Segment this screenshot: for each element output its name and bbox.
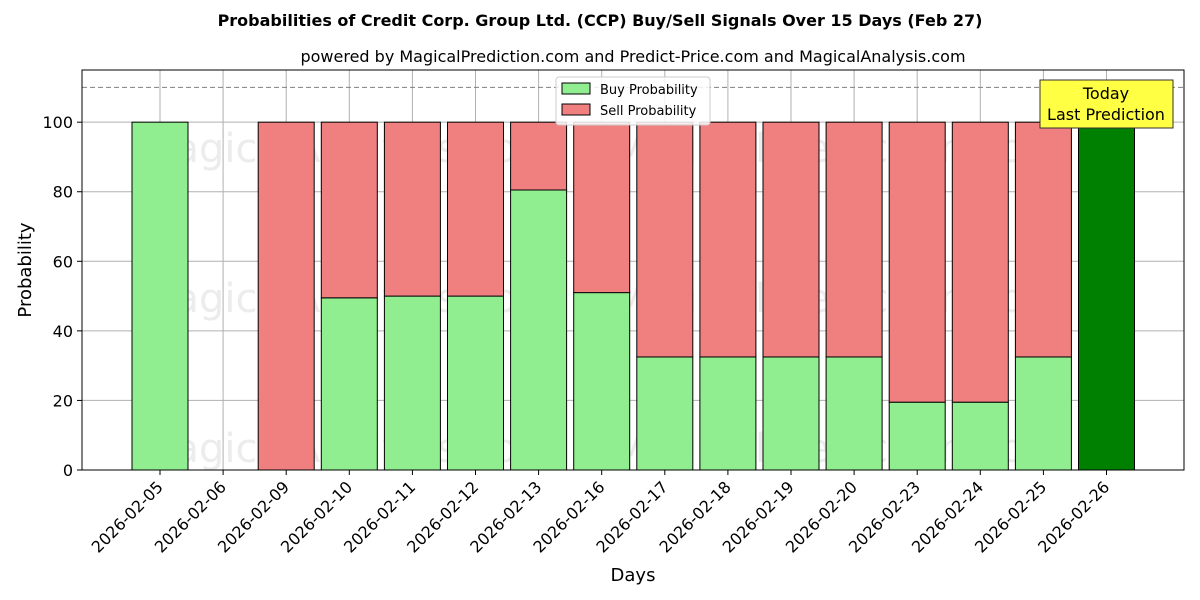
bar-sell [383, 121, 441, 297]
chart-subtitle: powered by MagicalPrediction.com and Pre… [300, 47, 965, 66]
annotation-box [1039, 79, 1174, 129]
bar-buy [573, 292, 631, 471]
y-tick-label: 40 [53, 322, 73, 341]
legend-swatch-buy [561, 82, 591, 95]
annotation-line1: Today [1082, 84, 1129, 103]
y-tick-label: 0 [63, 461, 73, 480]
y-tick-label: 100 [42, 113, 73, 132]
legend-box [555, 76, 711, 126]
bar-buy [825, 356, 883, 471]
bar-sell [510, 121, 568, 191]
bar-sell [257, 121, 315, 471]
bar-sell [699, 121, 757, 358]
bar-buy [320, 297, 378, 471]
bar-sell [636, 121, 694, 358]
legend: Buy Probability Sell Probability [555, 76, 711, 126]
bar-sell [951, 121, 1009, 403]
chart-title: Probabilities of Credit Corp. Group Ltd.… [218, 11, 983, 30]
legend-label-sell: Sell Probability [600, 104, 697, 119]
bar-buy [510, 189, 568, 471]
y-tick-label: 20 [53, 391, 73, 410]
bar-buy [951, 401, 1009, 471]
bar-buy [1078, 121, 1135, 471]
bar-buy [888, 401, 946, 471]
legend-label-buy: Buy Probability [600, 83, 698, 98]
today-annotation: Today Last Prediction [1039, 79, 1174, 129]
bar-sell [320, 121, 378, 299]
plot-frame [81, 69, 1185, 471]
bar-buy [383, 295, 441, 471]
bar-sell [888, 121, 946, 403]
bar-buy [636, 356, 694, 471]
bar-buy [131, 121, 189, 471]
legend-swatch-sell [561, 103, 591, 116]
bar-sell [762, 121, 820, 358]
y-tick-label: 60 [53, 252, 73, 271]
bar-buy [762, 356, 820, 471]
x-ticks: 2026-02-052026-02-062026-02-092026-02-10… [88, 470, 1113, 557]
bar-sell [573, 121, 631, 294]
bar-buy [447, 295, 504, 471]
y-ticks: 0 20 40 60 80 100 [42, 113, 82, 480]
y-axis-label: Probability [15, 222, 36, 317]
bar-buy [699, 356, 757, 471]
x-axis-label: Days [611, 565, 656, 586]
annotation-line2: Last Prediction [1047, 105, 1165, 124]
bars [131, 121, 1135, 471]
bar-buy [1014, 356, 1072, 471]
bar-sell [1014, 121, 1072, 358]
bar-sell [825, 121, 883, 358]
bar-sell [447, 121, 504, 297]
y-tick-label: 80 [53, 183, 73, 202]
